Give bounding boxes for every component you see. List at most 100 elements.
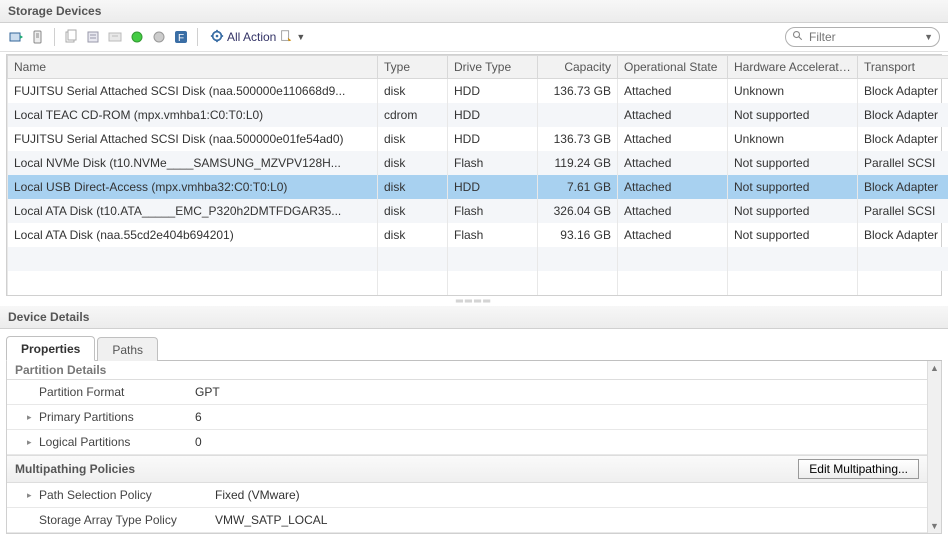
column-header-opstate[interactable]: Operational State bbox=[618, 56, 728, 79]
scrollbar[interactable]: ▲ ▼ bbox=[927, 361, 941, 533]
detail-row: ▸Logical Partitions0 bbox=[7, 430, 927, 455]
table-row[interactable]: FUJITSU Serial Attached SCSI Disk (naa.5… bbox=[8, 79, 948, 104]
cell-opstate: Attached bbox=[618, 223, 728, 247]
multipathing-title: Multipathing Policies bbox=[15, 462, 135, 476]
cell-drive: HDD bbox=[448, 79, 538, 104]
page-badge-icon bbox=[279, 29, 293, 46]
cell-opstate: Attached bbox=[618, 175, 728, 199]
storage-devices-header: Storage Devices bbox=[0, 0, 948, 23]
detail-row: Partition FormatGPT bbox=[7, 380, 927, 405]
table-row[interactable]: Local NVMe Disk (t10.NVMe____SAMSUNG_MZV… bbox=[8, 151, 948, 175]
gear-icon bbox=[210, 29, 224, 46]
chevron-down-icon: ▼ bbox=[296, 32, 305, 42]
table-row[interactable]: Local USB Direct-Access (mpx.vmhba32:C0:… bbox=[8, 175, 948, 199]
cell-hwaccel: Unknown bbox=[728, 127, 858, 151]
edit-multipathing-button[interactable]: Edit Multipathing... bbox=[798, 459, 919, 479]
cell-hwaccel: Not supported bbox=[728, 175, 858, 199]
cell-type: disk bbox=[378, 199, 448, 223]
cell-capacity bbox=[538, 103, 618, 127]
table-row-empty bbox=[8, 247, 948, 271]
cell-name: FUJITSU Serial Attached SCSI Disk (naa.5… bbox=[8, 79, 378, 104]
multipathing-header: Multipathing Policies Edit Multipathing.… bbox=[7, 455, 927, 483]
cell-capacity: 119.24 GB bbox=[538, 151, 618, 175]
search-icon bbox=[792, 30, 804, 45]
cell-name: Local NVMe Disk (t10.NVMe____SAMSUNG_MZV… bbox=[8, 151, 378, 175]
table-row[interactable]: Local TEAC CD-ROM (mpx.vmhba1:C0:T0:L0)c… bbox=[8, 103, 948, 127]
filter-input[interactable] bbox=[807, 29, 917, 45]
devices-grid: NameTypeDrive TypeCapacityOperational St… bbox=[6, 54, 942, 296]
toolbar-separator bbox=[54, 28, 55, 46]
detail-label: ▸Logical Partitions bbox=[7, 430, 187, 454]
expand-icon[interactable]: ▸ bbox=[27, 412, 35, 423]
cell-drive: Flash bbox=[448, 199, 538, 223]
detail-value: 6 bbox=[187, 405, 927, 429]
column-header-name[interactable]: Name bbox=[8, 56, 378, 79]
table-row[interactable]: FUJITSU Serial Attached SCSI Disk (naa.5… bbox=[8, 127, 948, 151]
table-row[interactable]: Local ATA Disk (naa.55cd2e404b694201)dis… bbox=[8, 223, 948, 247]
cell-capacity: 7.61 GB bbox=[538, 175, 618, 199]
expand-icon[interactable]: ▸ bbox=[27, 490, 35, 501]
toolbar: F All Action ▼ ▼ bbox=[0, 23, 948, 52]
table-row[interactable]: Local ATA Disk (t10.ATA_____EMC_P320h2DM… bbox=[8, 199, 948, 223]
grid-header-row: NameTypeDrive TypeCapacityOperational St… bbox=[8, 56, 948, 79]
cell-opstate: Attached bbox=[618, 151, 728, 175]
cell-transport: Block Adapter bbox=[858, 127, 948, 151]
cell-transport: Block Adapter bbox=[858, 223, 948, 247]
sync-icon[interactable] bbox=[107, 29, 123, 45]
device-details-title: Device Details bbox=[8, 310, 89, 324]
detail-label: ▸Path Selection Policy bbox=[7, 483, 207, 507]
device-details-header: Device Details bbox=[0, 306, 948, 329]
column-header-hwaccel[interactable]: Hardware Acceleration bbox=[728, 56, 858, 79]
column-header-transport[interactable]: Transport bbox=[858, 56, 948, 79]
cell-drive: HDD bbox=[448, 127, 538, 151]
cell-type: disk bbox=[378, 127, 448, 151]
cell-hwaccel: Not supported bbox=[728, 223, 858, 247]
details-body: ▲ ▼ Partition Details Partition FormatGP… bbox=[6, 361, 942, 534]
column-header-capacity[interactable]: Capacity bbox=[538, 56, 618, 79]
cell-name: Local ATA Disk (naa.55cd2e404b694201) bbox=[8, 223, 378, 247]
copy-icon[interactable] bbox=[63, 29, 79, 45]
led-gray-icon[interactable] bbox=[151, 29, 167, 45]
cell-hwaccel: Not supported bbox=[728, 151, 858, 175]
cell-drive: HDD bbox=[448, 103, 538, 127]
paste-icon[interactable] bbox=[85, 29, 101, 45]
storage-devices-title: Storage Devices bbox=[8, 4, 101, 18]
cell-type: disk bbox=[378, 223, 448, 247]
detach-icon[interactable] bbox=[30, 29, 46, 45]
cell-name: Local ATA Disk (t10.ATA_____EMC_P320h2DM… bbox=[8, 199, 378, 223]
format-icon[interactable]: F bbox=[173, 29, 189, 45]
cell-drive: HDD bbox=[448, 175, 538, 199]
cell-capacity: 136.73 GB bbox=[538, 127, 618, 151]
cell-transport: Block Adapter bbox=[858, 175, 948, 199]
tab-paths[interactable]: Paths bbox=[97, 337, 158, 361]
cell-transport: Block Adapter bbox=[858, 79, 948, 104]
led-green-icon[interactable] bbox=[129, 29, 145, 45]
detail-value: VMW_SATP_LOCAL bbox=[207, 508, 927, 532]
cell-name: FUJITSU Serial Attached SCSI Disk (naa.5… bbox=[8, 127, 378, 151]
cell-drive: Flash bbox=[448, 223, 538, 247]
detail-value: 0 bbox=[187, 430, 927, 454]
filter-box[interactable]: ▼ bbox=[785, 27, 940, 47]
cell-hwaccel: Not supported bbox=[728, 199, 858, 223]
detail-value: GPT bbox=[187, 380, 927, 404]
cell-type: disk bbox=[378, 79, 448, 104]
all-actions-menu[interactable]: All Action ▼ bbox=[206, 29, 309, 46]
cell-hwaccel: Not supported bbox=[728, 103, 858, 127]
cell-name: Local TEAC CD-ROM (mpx.vmhba1:C0:T0:L0) bbox=[8, 103, 378, 127]
scroll-up-icon[interactable]: ▲ bbox=[928, 361, 941, 375]
chevron-down-icon[interactable]: ▼ bbox=[924, 32, 933, 42]
cell-capacity: 326.04 GB bbox=[538, 199, 618, 223]
column-header-type[interactable]: Type bbox=[378, 56, 448, 79]
column-header-drive[interactable]: Drive Type bbox=[448, 56, 538, 79]
refresh-icon[interactable] bbox=[8, 29, 24, 45]
expand-icon[interactable]: ▸ bbox=[27, 437, 35, 448]
detail-row: ▸Path Selection PolicyFixed (VMware) bbox=[7, 483, 927, 508]
table-row-empty bbox=[8, 271, 948, 295]
cell-opstate: Attached bbox=[618, 103, 728, 127]
partition-details-title: Partition Details bbox=[7, 361, 927, 380]
cell-drive: Flash bbox=[448, 151, 538, 175]
splitter-handle[interactable]: ════ bbox=[0, 296, 948, 306]
detail-row: Storage Array Type PolicyVMW_SATP_LOCAL bbox=[7, 508, 927, 533]
scroll-down-icon[interactable]: ▼ bbox=[928, 519, 941, 533]
tab-properties[interactable]: Properties bbox=[6, 336, 95, 361]
